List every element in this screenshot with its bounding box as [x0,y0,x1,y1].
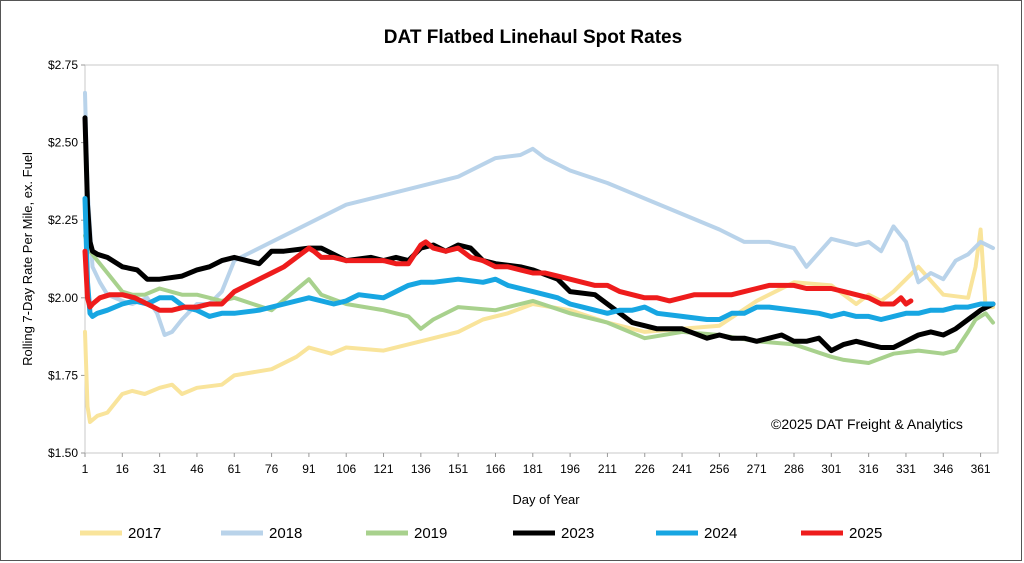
series-line-2024 [82,196,996,322]
x-tick-label: 46 [190,462,204,476]
y-tick-label: $2.50 [48,136,78,150]
y-tick-label: $1.75 [48,368,78,382]
x-tick-label: 361 [971,462,991,476]
x-tick-label: 256 [709,462,729,476]
y-tick-label: $2.75 [48,58,78,72]
series-line-2017 [83,227,995,424]
x-tick-label: 331 [896,462,916,476]
x-tick-label: 1 [82,462,89,476]
x-tick-label: 211 [598,462,617,476]
series-line-2025 [82,239,914,313]
x-tick-label: 286 [784,462,804,476]
legend-label-2017: 2017 [128,525,161,542]
x-tick-label: 121 [374,462,394,476]
y-axis-label: Rolling 7-Day Rate Per Mile, ex. Fuel [20,152,35,366]
legend-label-2019: 2019 [414,525,447,542]
x-tick-label: 241 [672,462,692,476]
x-tick-label: 151 [448,462,468,476]
x-tick-label: 346 [933,462,953,476]
x-tick-label: 136 [411,462,431,476]
x-axis-label: Day of Year [512,492,580,507]
legend-label-2025: 2025 [849,525,882,542]
series-line-2019 [83,233,995,365]
x-tick-label: 106 [336,462,356,476]
legend-label-2024: 2024 [704,525,737,542]
x-tick-label: 61 [228,462,242,476]
x-tick-label: 31 [153,462,167,476]
x-tick-label: 76 [265,462,279,476]
x-tick-label: 271 [747,462,767,476]
x-tick-label: 316 [859,462,879,476]
copyright-annotation: ©2025 DAT Freight & Analytics [771,416,963,432]
legend-label-2018: 2018 [269,525,302,542]
series-line-2018 [83,90,995,337]
x-tick-label: 91 [302,462,316,476]
x-tick-label: 196 [560,462,580,476]
x-tick-label: 301 [821,462,841,476]
legend-label-2023: 2023 [561,525,594,542]
chart-title: DAT Flatbed Linehaul Spot Rates [384,27,682,48]
x-tick-label: 226 [635,462,655,476]
series-line-2023 [82,115,996,354]
x-tick-label: 16 [116,462,130,476]
y-tick-label: $2.00 [48,291,78,305]
y-tick-label: $2.25 [48,213,78,227]
x-tick-label: 181 [523,462,543,476]
y-tick-label: $1.50 [48,446,78,460]
x-tick-label: 166 [485,462,505,476]
